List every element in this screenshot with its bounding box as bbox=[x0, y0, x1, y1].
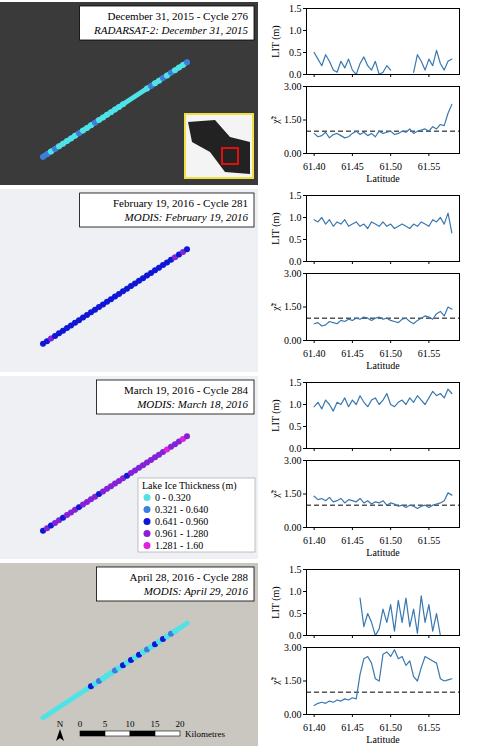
svg-text:0.0: 0.0 bbox=[289, 630, 302, 641]
svg-text:Kilometres: Kilometres bbox=[185, 729, 225, 739]
svg-text:61.55: 61.55 bbox=[418, 722, 441, 733]
svg-text:61.45: 61.45 bbox=[341, 348, 364, 359]
svg-text:χ̃²: χ̃² bbox=[270, 489, 281, 498]
svg-text:Latitude: Latitude bbox=[366, 360, 400, 371]
svg-text:61.55: 61.55 bbox=[418, 161, 441, 172]
svg-text:χ̃²: χ̃² bbox=[270, 115, 281, 124]
svg-text:1.50: 1.50 bbox=[284, 675, 302, 686]
svg-text:MODIS: February 19, 2016: MODIS: February 19, 2016 bbox=[124, 211, 249, 223]
svg-text:61.50: 61.50 bbox=[379, 348, 402, 359]
svg-text:15: 15 bbox=[151, 719, 161, 729]
svg-text:LIT (m): LIT (m) bbox=[270, 212, 282, 244]
svg-text:0.5: 0.5 bbox=[289, 608, 302, 619]
svg-text:LIT (m): LIT (m) bbox=[270, 399, 282, 431]
svg-text:3.00: 3.00 bbox=[284, 455, 302, 466]
svg-text:61.50: 61.50 bbox=[379, 535, 402, 546]
svg-text:0.0: 0.0 bbox=[289, 69, 302, 80]
svg-text:December 31, 2015 - Cycle 276: December 31, 2015 - Cycle 276 bbox=[107, 10, 248, 22]
svg-text:Latitude: Latitude bbox=[366, 173, 400, 184]
svg-text:0.00: 0.00 bbox=[284, 709, 302, 720]
svg-text:3.00: 3.00 bbox=[284, 642, 302, 653]
svg-text:3.00: 3.00 bbox=[284, 268, 302, 279]
svg-text:Lake Ice Thickness (m): Lake Ice Thickness (m) bbox=[142, 480, 237, 492]
svg-text:10: 10 bbox=[126, 719, 136, 729]
svg-text:1.0: 1.0 bbox=[289, 212, 302, 223]
svg-text:1.281 - 1.60: 1.281 - 1.60 bbox=[155, 540, 203, 551]
svg-text:0.00: 0.00 bbox=[284, 335, 302, 346]
svg-text:0.321 - 0.640: 0.321 - 0.640 bbox=[155, 504, 208, 515]
svg-text:61.40: 61.40 bbox=[303, 535, 326, 546]
svg-text:1.50: 1.50 bbox=[284, 114, 302, 125]
svg-text:1.50: 1.50 bbox=[284, 301, 302, 312]
svg-text:61.50: 61.50 bbox=[379, 722, 402, 733]
svg-text:61.55: 61.55 bbox=[418, 535, 441, 546]
svg-text:20: 20 bbox=[176, 719, 186, 729]
svg-text:1.5: 1.5 bbox=[289, 3, 302, 14]
svg-text:0.5: 0.5 bbox=[289, 234, 302, 245]
svg-text:MODIS: March 18, 2016: MODIS: March 18, 2016 bbox=[136, 398, 248, 410]
svg-text:61.45: 61.45 bbox=[341, 161, 364, 172]
svg-text:LIT (m): LIT (m) bbox=[270, 586, 282, 618]
svg-text:1.5: 1.5 bbox=[289, 377, 302, 388]
svg-text:Latitude: Latitude bbox=[366, 547, 400, 558]
svg-text:1.5: 1.5 bbox=[289, 190, 302, 201]
svg-text:3.00: 3.00 bbox=[284, 81, 302, 92]
svg-text:0.00: 0.00 bbox=[284, 148, 302, 159]
svg-text:1.0: 1.0 bbox=[289, 399, 302, 410]
svg-text:0.0: 0.0 bbox=[289, 443, 302, 454]
svg-text:61.40: 61.40 bbox=[303, 161, 326, 172]
svg-text:March 19, 2016 - Cycle 284: March 19, 2016 - Cycle 284 bbox=[124, 384, 249, 396]
svg-text:61.45: 61.45 bbox=[341, 535, 364, 546]
svg-text:0.961 - 1.280: 0.961 - 1.280 bbox=[155, 528, 208, 539]
svg-text:61.50: 61.50 bbox=[379, 161, 402, 172]
svg-text:χ̃²: χ̃² bbox=[270, 302, 281, 311]
svg-text:0.00: 0.00 bbox=[284, 522, 302, 533]
svg-text:February 19, 2016 - Cycle 281: February 19, 2016 - Cycle 281 bbox=[113, 197, 248, 209]
svg-text:5: 5 bbox=[103, 719, 108, 729]
svg-text:April 28, 2016 - Cycle 288: April 28, 2016 - Cycle 288 bbox=[129, 571, 248, 583]
svg-text:1.5: 1.5 bbox=[289, 564, 302, 575]
svg-text:Latitude: Latitude bbox=[366, 734, 400, 745]
svg-text:61.40: 61.40 bbox=[303, 348, 326, 359]
svg-text:61.45: 61.45 bbox=[341, 722, 364, 733]
svg-text:LIT (m): LIT (m) bbox=[270, 25, 282, 57]
svg-text:0.5: 0.5 bbox=[289, 421, 302, 432]
svg-text:1.0: 1.0 bbox=[289, 586, 302, 597]
svg-text:RADARSAT-2: December 31, 2015: RADARSAT-2: December 31, 2015 bbox=[93, 24, 248, 36]
svg-text:0.641 - 0.960: 0.641 - 0.960 bbox=[155, 516, 208, 527]
svg-text:N: N bbox=[57, 719, 64, 729]
svg-text:0.5: 0.5 bbox=[289, 47, 302, 58]
svg-text:0 - 0.320: 0 - 0.320 bbox=[155, 492, 191, 503]
svg-text:0: 0 bbox=[78, 719, 83, 729]
svg-text:1.50: 1.50 bbox=[284, 488, 302, 499]
svg-text:0.0: 0.0 bbox=[289, 256, 302, 267]
svg-text:MODIS: April 29, 2016: MODIS: April 29, 2016 bbox=[143, 585, 249, 597]
svg-text:61.55: 61.55 bbox=[418, 348, 441, 359]
svg-text:χ̃²: χ̃² bbox=[270, 676, 281, 685]
svg-text:1.0: 1.0 bbox=[289, 25, 302, 36]
svg-text:61.40: 61.40 bbox=[303, 722, 326, 733]
